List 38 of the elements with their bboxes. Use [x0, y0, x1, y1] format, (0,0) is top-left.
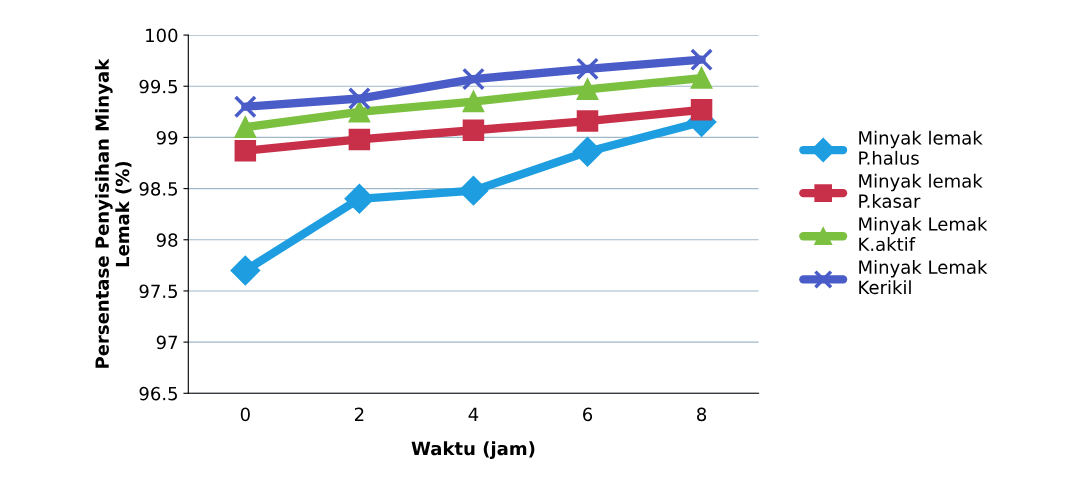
y-tick-label: 98.5 [139, 182, 177, 196]
point [576, 57, 599, 81]
point [230, 255, 261, 286]
y-tick-label: 100 [146, 28, 178, 43]
legend-label: Minyak Lemak K.aktif [859, 216, 988, 252]
x-axis-title: Waktu (jam) [411, 441, 535, 459]
x-tick-label: 2 [354, 407, 364, 421]
point [344, 184, 375, 214]
point [572, 136, 603, 167]
point [458, 175, 489, 206]
point [576, 78, 599, 101]
x-tick-label: 6 [583, 407, 593, 422]
point [462, 90, 485, 113]
x-tick-label: 4 [468, 407, 479, 421]
point [348, 128, 371, 151]
x-tick-label: 0 [240, 407, 250, 422]
y-tick-label: 99 [156, 130, 178, 145]
point [462, 119, 485, 142]
point [234, 116, 257, 138]
y-tick-label: 99.5 [139, 79, 177, 94]
y-tick-label: 97 [156, 335, 178, 350]
y-axis-title: Persentase Penyisihan Minyak Lemak (%) [94, 58, 132, 368]
y-tick-label: 97.5 [139, 284, 177, 299]
legend-label: Minyak lemak P.kasar [859, 173, 983, 208]
point [347, 87, 371, 110]
point [690, 99, 713, 121]
point [690, 48, 714, 72]
x-tick-label: 8 [697, 407, 707, 422]
point [461, 67, 485, 91]
point [233, 95, 257, 119]
y-tick-label: 96.5 [139, 386, 177, 401]
point [690, 67, 713, 89]
point [348, 101, 371, 123]
y-tick-label: 98 [156, 233, 178, 247]
point [576, 110, 599, 132]
point [234, 139, 257, 162]
legend-label: Minyak lemak P.halus [859, 130, 983, 165]
legend-label: Minyak Lemak Kerikil [859, 260, 988, 295]
